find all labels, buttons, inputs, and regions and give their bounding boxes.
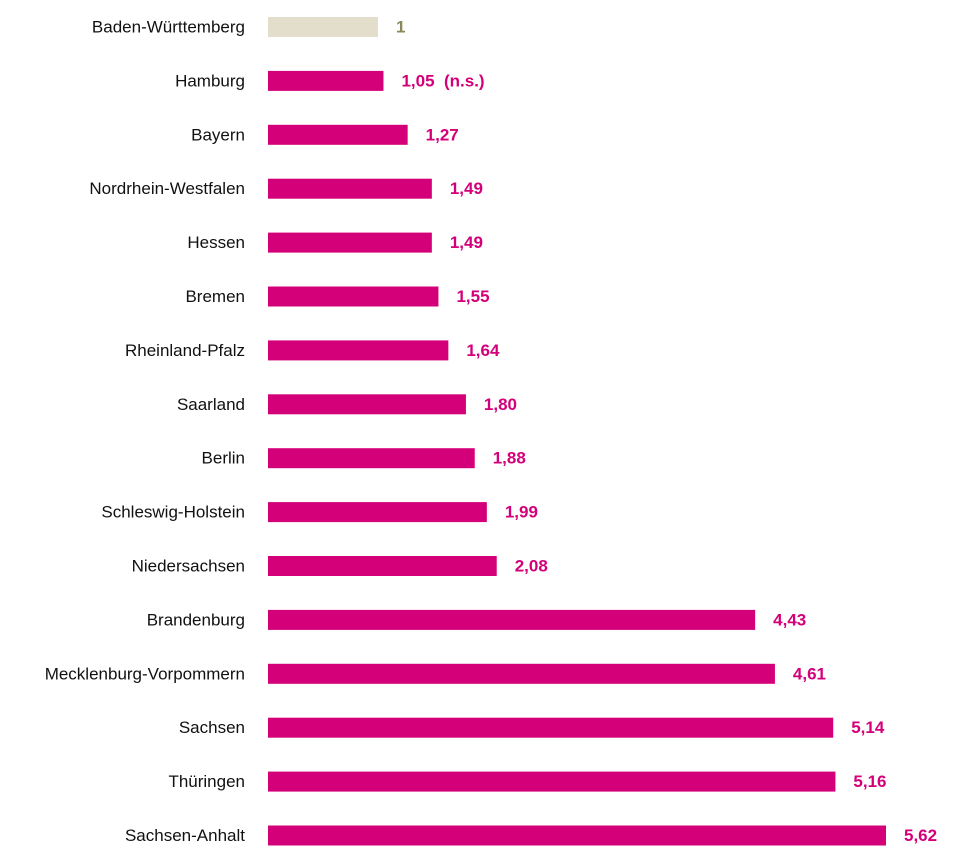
category-label: Mecklenburg-Vorpommern [45,664,245,683]
data-label: 1,49 [450,179,483,198]
data-label: 1 [396,17,405,36]
data-label: 1,49 [450,233,483,252]
category-label: Rheinland-Pfalz [125,341,245,360]
category-label: Sachsen-Anhalt [125,826,245,845]
category-label: Saarland [177,395,245,414]
bar [268,448,475,469]
bar [268,502,487,523]
data-label: 1,88 [493,449,526,468]
bar [268,286,439,307]
data-label: 1,99 [505,503,538,522]
bar [268,663,775,684]
data-label: 5,16 [853,772,886,791]
data-label: 1,64 [466,341,500,360]
data-label: 5,14 [851,718,885,737]
bar [268,124,408,145]
bar [268,556,497,576]
bar [268,771,836,792]
data-label: 1,55 [456,287,489,306]
category-label: Niedersachsen [132,556,245,575]
data-label: 4,61 [793,664,826,683]
category-label: Berlin [202,449,245,468]
bar [268,340,449,361]
category-label: Hessen [187,233,245,252]
bar [268,232,432,253]
category-label: Schleswig-Holstein [101,503,245,522]
bar [268,17,378,37]
category-label: Baden-Württemberg [92,17,245,36]
data-label: 5,62 [904,826,937,845]
bar [268,609,756,630]
category-label: Hamburg [175,71,245,90]
data-label: 1,80 [484,395,517,414]
category-label: Brandenburg [147,610,245,629]
category-label: Sachsen [179,718,245,737]
category-label: Bayern [191,125,245,144]
bar [268,178,432,199]
bar [268,825,886,846]
data-label: 1,27 [426,125,459,144]
bar [268,394,466,415]
bar [268,70,384,91]
bar [268,717,834,738]
data-label: 2,08 [515,556,548,575]
data-label: 4,43 [773,610,806,629]
data-label: 1,05 (n.s.) [401,71,484,90]
category-label: Bremen [185,287,245,306]
category-label: Nordrhein-Westfalen [89,179,245,198]
category-label: Thüringen [168,772,245,791]
